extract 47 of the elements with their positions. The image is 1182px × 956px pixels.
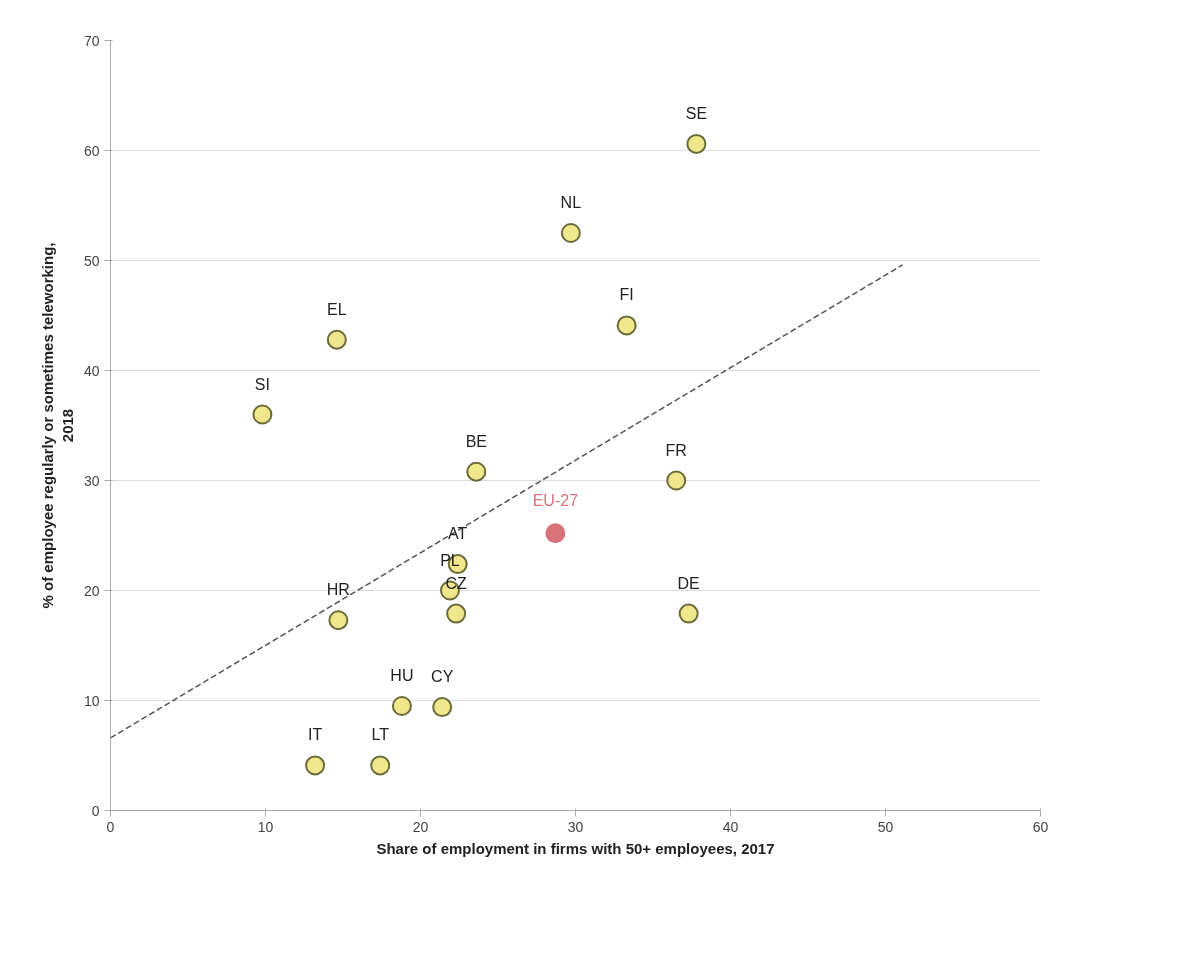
y-axis-title: % of employee regularly or sometimes teleworking, 2018 [38,242,76,609]
y-tick-label: 40 [83,362,100,379]
annotation: HU [390,667,414,684]
annotation: SI [254,375,270,393]
point [328,610,349,631]
annotation: BE [465,432,487,450]
y-tick-label: 50 [83,252,100,269]
x-tick-label: 60 [1032,818,1049,835]
y-tick-label: 30 [83,472,100,489]
point [616,315,637,336]
annotation: LT [371,726,390,744]
point [446,603,467,624]
annotation: FI [619,286,634,304]
x-tick-label: 50 [877,818,894,835]
annotation: EL [327,300,347,318]
point [432,697,453,718]
annotation: DE [677,574,700,592]
point [370,755,391,776]
y-tick-label: 20 [83,582,100,599]
annotation: CY [431,668,454,686]
point [326,329,347,350]
x-axis-title: Share of employment in firms with 50+ employees, 2017 [376,839,775,857]
annotation: AT [448,525,468,543]
point [466,461,487,482]
annotation: FR [665,441,687,459]
point [252,404,273,425]
y-tick-label: 60 [83,142,100,159]
point [686,133,707,154]
series-label: EU-27 [532,492,579,510]
point [391,696,412,716]
point [560,223,581,243]
annotation: IT [307,726,323,744]
x-tick-label: 40 [722,818,739,835]
y-tick-label: 0 [91,802,100,819]
annotation: NL [560,194,582,211]
y-tick-label: 70 [83,32,100,49]
y-tick-label: 10 [83,692,100,709]
x-tick-label: 20 [412,818,429,835]
annotation: HR [326,581,350,599]
point [305,755,326,776]
x-tick-label: 0 [106,818,115,835]
annotation: SE [685,104,708,122]
point [678,603,699,624]
point [666,470,687,491]
x-tick-label: 30 [567,818,584,835]
point [545,523,566,544]
x-tick-label: 10 [257,818,274,835]
